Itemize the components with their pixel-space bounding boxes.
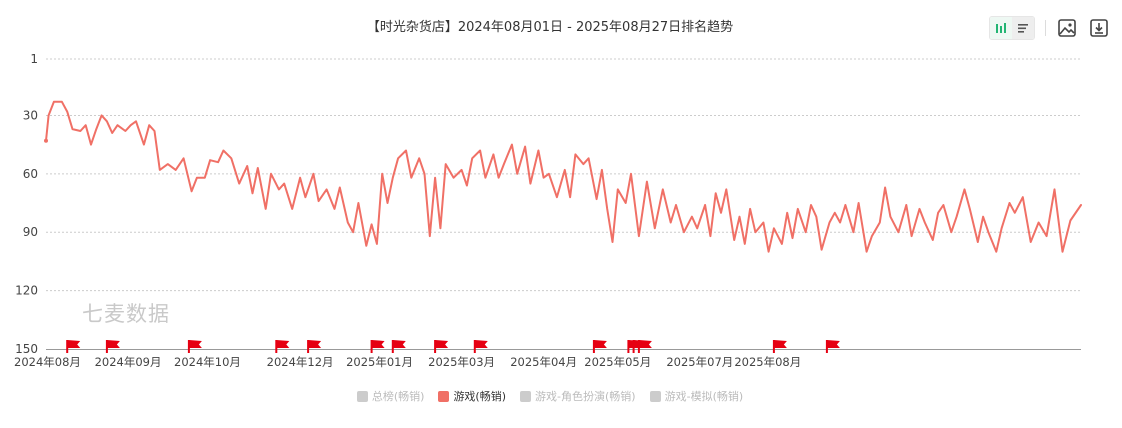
flag-marker-8	[473, 340, 488, 353]
legend-item-3[interactable]: 游戏-模拟(畅销)	[649, 388, 744, 404]
y-tick-label-0: 1	[30, 52, 38, 66]
flag-marker-9	[592, 340, 607, 353]
x-tick-label-5: 2025年03月	[428, 355, 495, 369]
flag-icon	[638, 340, 652, 348]
y-tick-label-4: 120	[15, 284, 38, 298]
chart-title: 【时光杂货店】2024年08月01日 - 2025年08月27日排名趋势	[366, 20, 734, 35]
legend-item-2[interactable]: 游戏-角色扮演(畅销)	[520, 388, 636, 404]
x-axis: 2024年08月 2024年09月 2024年10月 2024年12月 2025年01月…	[14, 349, 1081, 369]
legend-swatch	[356, 390, 368, 402]
y-tick-label-1: 30	[23, 108, 38, 122]
flag-icon	[593, 340, 607, 348]
y-axis-ticks: 1 30 60 90 120 150	[15, 52, 38, 356]
flag-marker-4	[307, 340, 322, 353]
list-icon	[1018, 24, 1028, 33]
flag-marker-3	[275, 340, 290, 353]
image-icon	[1058, 19, 1076, 37]
bar-chart-view-button[interactable]	[990, 17, 1012, 39]
save-image-button[interactable]	[1056, 17, 1078, 39]
flag-icon	[276, 340, 290, 348]
list-view-button[interactable]	[1012, 17, 1034, 39]
bar-chart-icon	[996, 23, 1006, 33]
flag-icon	[826, 340, 840, 348]
flag-icon	[308, 340, 322, 348]
x-tick-label-9: 2025年08月	[734, 355, 801, 369]
legend-item-1[interactable]: 游戏(畅销)	[438, 388, 506, 404]
watermark: 七麦数据	[82, 302, 170, 326]
x-tick-label-7: 2025年05月	[584, 355, 651, 369]
legend-label: 游戏-模拟(畅销)	[664, 390, 744, 403]
x-tick-label-2: 2024年10月	[174, 355, 241, 369]
flag-icon	[773, 340, 787, 348]
legend-label: 总榜(畅销)	[371, 390, 425, 403]
toolbar-divider	[1045, 20, 1046, 36]
flag-icon	[392, 340, 406, 348]
legend-label: 游戏-角色扮演(畅销)	[535, 390, 636, 403]
legend-swatch	[649, 390, 661, 402]
flag-marker-1	[105, 340, 120, 353]
y-tick-label-3: 90	[23, 225, 38, 239]
legend-label: 游戏(畅销)	[453, 390, 507, 403]
flag-marker-0	[66, 340, 81, 353]
chart-legend: 总榜(畅销) 游戏(畅销) 游戏-角色扮演(畅销) 游戏-模拟(畅销)	[0, 388, 1100, 404]
event-markers	[66, 340, 840, 353]
x-tick-label-1: 2024年09月	[95, 355, 162, 369]
flag-marker-13	[772, 340, 787, 353]
y-tick-label-5: 150	[15, 342, 38, 356]
flag-icon	[371, 340, 385, 348]
x-tick-label-4: 2025年01月	[346, 355, 413, 369]
flag-icon	[188, 340, 202, 348]
series-line-0	[45, 100, 1082, 253]
series-start-point	[44, 138, 48, 143]
flag-icon	[474, 340, 488, 348]
download-button[interactable]	[1088, 17, 1110, 39]
chart-toolbar	[989, 16, 1110, 40]
flag-icon	[435, 340, 449, 348]
y-tick-label-2: 60	[23, 167, 38, 181]
flag-icon	[106, 340, 120, 348]
x-tick-label-3: 2024年12月	[267, 355, 334, 369]
flag-marker-5	[370, 340, 385, 353]
series-lines	[44, 100, 1082, 253]
legend-swatch	[520, 390, 532, 402]
flag-marker-2	[187, 340, 202, 353]
x-tick-label-8: 2025年07月	[666, 355, 733, 369]
legend-item-0[interactable]: 总榜(畅销)	[356, 388, 425, 404]
flag-icon	[67, 340, 81, 348]
download-icon	[1090, 19, 1108, 37]
view-toggle	[989, 16, 1035, 40]
flag-marker-6	[391, 340, 406, 353]
legend-swatch	[438, 390, 450, 402]
x-tick-label-0: 2024年08月	[14, 355, 81, 369]
flag-marker-14	[825, 340, 840, 353]
x-tick-label-6: 2025年04月	[510, 355, 577, 369]
flag-marker-12	[637, 340, 652, 353]
flag-marker-7	[434, 340, 449, 353]
